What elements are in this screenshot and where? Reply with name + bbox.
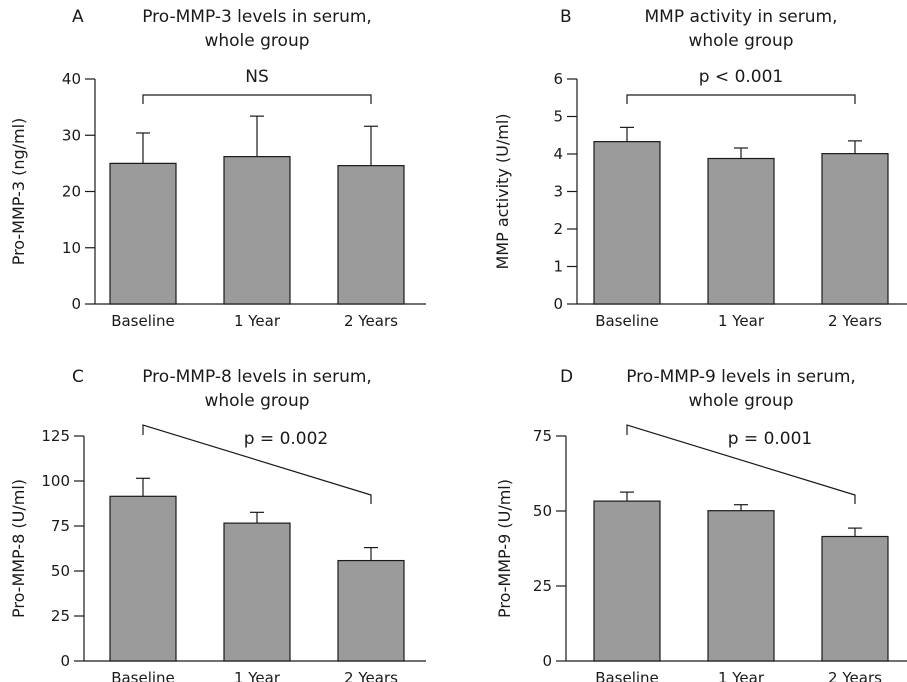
x-category-label: 2 Years [828, 669, 882, 682]
chart-title-line: whole group [688, 391, 793, 411]
x-category-label: Baseline [111, 669, 175, 682]
chart-title-line: whole group [204, 391, 309, 411]
significance-label: NS [245, 67, 269, 87]
significance-label: p < 0.001 [699, 67, 784, 87]
y-tick-label: 40 [62, 70, 81, 88]
y-tick-label: 50 [51, 562, 70, 580]
bar [593, 500, 661, 662]
significance-bracket [626, 94, 856, 104]
chart-title-line: MMP activity in serum, [644, 7, 837, 27]
bar [337, 165, 405, 305]
x-category-label: 1 Year [718, 312, 765, 330]
y-tick-label: 0 [542, 652, 552, 670]
significance-label: p = 0.002 [244, 429, 329, 449]
y-tick-label: 5 [553, 108, 563, 126]
x-category-label: 1 Year [234, 312, 281, 330]
y-axis-label: MMP activity (U/ml) [493, 113, 512, 269]
y-tick-label: 2 [553, 220, 563, 238]
chart-title-line: whole group [688, 31, 793, 51]
chart-panel-b: B MMP activity in serum, whole group 0 1 2 3 4 5… [493, 7, 907, 330]
y-tick-label: 75 [533, 427, 552, 445]
significance-bracket [142, 424, 372, 504]
bar [593, 141, 661, 305]
panel-letter: D [560, 367, 573, 387]
bar [821, 153, 889, 305]
y-tick-label: 0 [60, 652, 70, 670]
y-tick-label: 20 [62, 183, 81, 201]
x-category-label: 1 Year [234, 669, 281, 682]
y-tick-label: 1 [553, 258, 563, 276]
bar [337, 559, 405, 662]
bar [223, 156, 291, 305]
y-axis-label: Pro-MMP-8 (U/ml) [9, 479, 28, 618]
bar [223, 522, 291, 662]
chart-title-line: whole group [204, 31, 309, 51]
significance-bracket [142, 94, 372, 104]
x-category-label: Baseline [595, 312, 659, 330]
y-tick-label: 25 [51, 607, 70, 625]
y-tick-label: 25 [533, 577, 552, 595]
chart-panel-a: A Pro-MMP-3 levels in serum, whole group 0 1… [9, 7, 426, 330]
y-tick-label: 6 [553, 70, 563, 88]
chart-panel-d: D Pro-MMP-9 levels in serum, whole group 0 2… [495, 367, 907, 682]
chart-title-line: Pro-MMP-8 levels in serum, [142, 367, 372, 387]
y-tick-label: 4 [553, 145, 563, 163]
bar [707, 510, 775, 662]
bar [821, 535, 889, 662]
y-tick-label: 125 [41, 427, 70, 445]
chart-title-line: Pro-MMP-3 levels in serum, [142, 7, 372, 27]
panel-letter: A [72, 7, 84, 27]
x-category-label: Baseline [595, 669, 659, 682]
y-tick-label: 75 [51, 517, 70, 535]
chart-panel-c: C Pro-MMP-8 levels in serum, whole group 0 2… [9, 367, 426, 682]
bar [109, 162, 177, 305]
panel-letter: B [560, 7, 572, 27]
bar [707, 157, 775, 305]
significance-bracket [626, 424, 856, 504]
y-tick-label: 30 [62, 126, 81, 144]
y-axis-label: Pro-MMP-3 (ng/ml) [9, 118, 28, 266]
x-category-label: 2 Years [344, 312, 398, 330]
x-category-label: 2 Years [344, 669, 398, 682]
y-tick-label: 50 [533, 502, 552, 520]
panel-letter: C [72, 367, 84, 387]
y-tick-label: 3 [553, 183, 563, 201]
y-axis-label: Pro-MMP-9 (U/ml) [495, 479, 514, 618]
y-tick-label: 10 [62, 239, 81, 257]
x-category-label: Baseline [111, 312, 175, 330]
chart-title-line: Pro-MMP-9 levels in serum, [626, 367, 856, 387]
y-tick-label: 100 [41, 472, 70, 490]
y-tick-label: 0 [71, 295, 81, 313]
x-category-label: 1 Year [718, 669, 765, 682]
significance-label: p = 0.001 [728, 429, 813, 449]
y-tick-label: 0 [553, 295, 563, 313]
x-category-label: 2 Years [828, 312, 882, 330]
bar [109, 495, 177, 662]
